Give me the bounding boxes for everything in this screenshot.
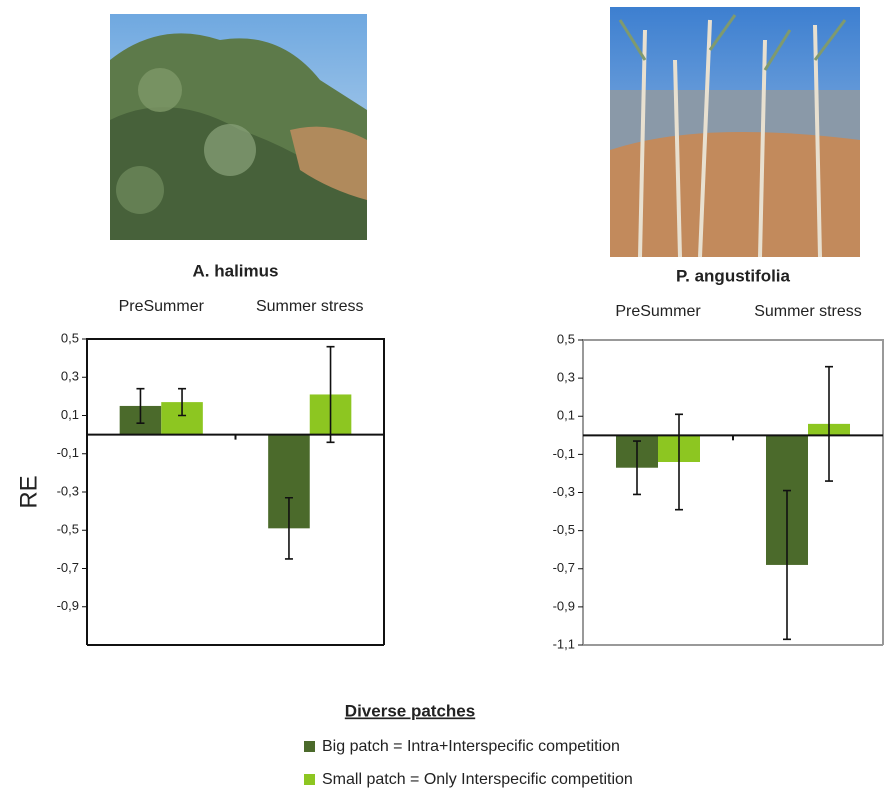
legend-swatch [304, 774, 315, 785]
y-tick-label: 0,5 [557, 331, 575, 346]
y-tick-label: -0,7 [553, 560, 575, 575]
y-tick-label: -0,3 [553, 484, 575, 499]
photo-p-angustifolia [610, 7, 860, 257]
chart-title: P. angustifolia [676, 266, 791, 285]
y-tick-label: -0,9 [57, 598, 79, 613]
y-tick-label: -0,7 [57, 560, 79, 575]
category-label: PreSummer [615, 303, 701, 320]
figure: Diverse patches Big patch = Intra+Inters… [0, 0, 886, 798]
y-tick-label: 0,1 [61, 407, 79, 422]
legend-swatch [304, 741, 315, 752]
y-tick-label: -0,3 [57, 483, 79, 498]
legend-label: Big patch = Intra+Interspecific competit… [322, 738, 620, 755]
y-tick-label: 0,1 [557, 408, 575, 423]
category-label: Summer stress [256, 298, 364, 315]
photo-a-halimus [110, 14, 367, 240]
y-tick-label: 0,5 [61, 330, 79, 345]
y-tick-label: -0,5 [553, 522, 575, 537]
legend: Diverse patches Big patch = Intra+Inters… [304, 701, 633, 788]
y-tick-label: -1,1 [553, 636, 575, 651]
category-label: Summer stress [754, 303, 862, 320]
category-label: PreSummer [119, 298, 205, 315]
plot-frame [583, 340, 883, 645]
chart-title: A. halimus [193, 261, 279, 280]
y-tick-label: 0,3 [557, 370, 575, 385]
y-axis-label: RE [15, 475, 42, 508]
y-tick-label: -0,1 [553, 446, 575, 461]
legend-title: Diverse patches [345, 701, 475, 720]
y-tick-label: -0,5 [57, 522, 79, 537]
y-tick-label: -0,9 [553, 598, 575, 613]
plot-frame [87, 339, 384, 645]
y-tick-label: 0,3 [61, 369, 79, 384]
legend-label: Small patch = Only Interspecific competi… [322, 771, 633, 788]
y-tick-label: -0,1 [57, 445, 79, 460]
